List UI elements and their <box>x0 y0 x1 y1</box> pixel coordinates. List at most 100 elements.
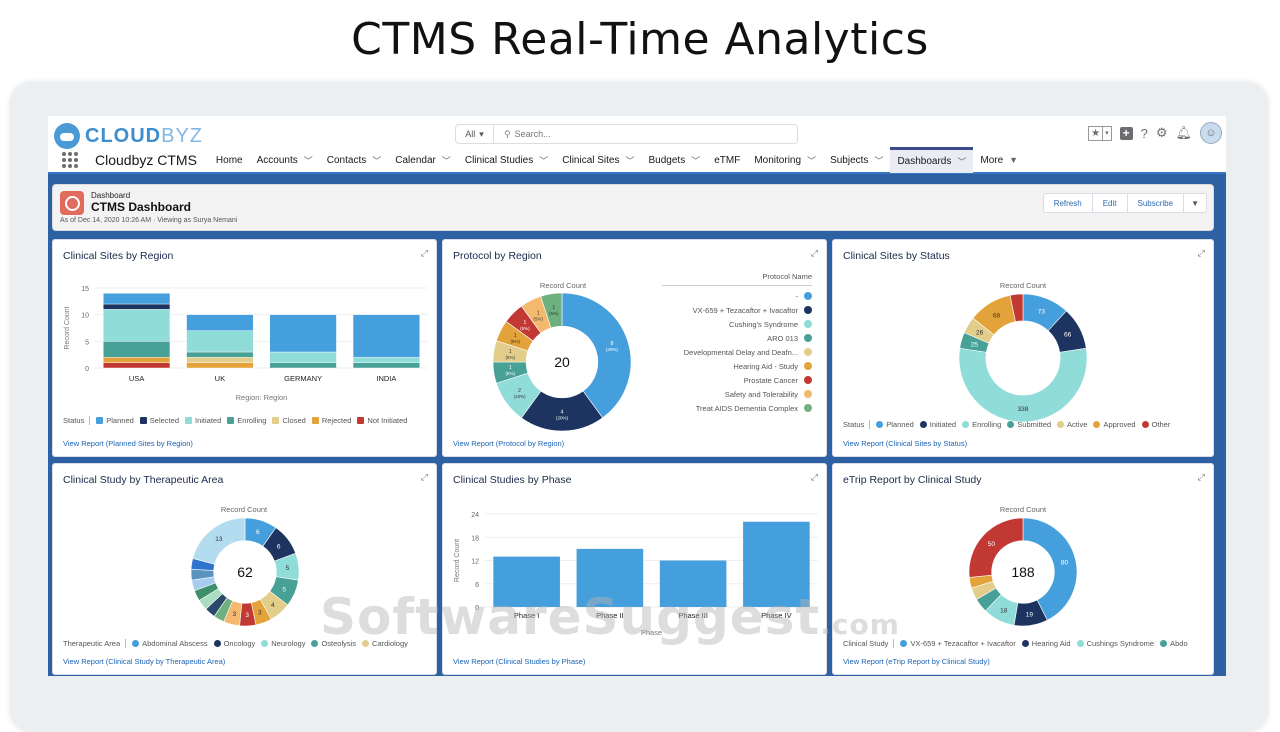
favorites-dropdown-icon[interactable]: ▾ <box>1102 126 1111 140</box>
legend-item[interactable]: VX-659 + Tezacaftor + Ivacaftor <box>900 639 1016 648</box>
nav-item-clinical-sites[interactable]: Clinical Sites ﹀ <box>555 147 641 173</box>
legend-item[interactable]: - <box>662 289 812 303</box>
expand-icon[interactable]: ⤢ <box>1197 472 1205 482</box>
bar[interactable] <box>743 521 810 607</box>
nav-item-etmf[interactable]: eTMF <box>707 147 747 173</box>
nav-item-more[interactable]: More ▼ <box>973 147 1025 173</box>
bar-segment[interactable] <box>269 362 337 369</box>
search-input[interactable] <box>514 129 795 139</box>
bar-segment[interactable] <box>103 357 171 363</box>
bar-segment[interactable] <box>269 351 337 363</box>
edit-button[interactable]: Edit <box>1093 194 1128 212</box>
bar[interactable] <box>493 556 560 607</box>
legend-item[interactable]: Treat AIDS Dementia Complex <box>662 401 812 415</box>
view-report-link[interactable]: View Report (Clinical Sites by Status) <box>843 439 968 448</box>
legend-item[interactable]: Selected <box>139 416 179 425</box>
legend-item[interactable]: Cushing's Syndrome <box>662 317 812 331</box>
legend-item[interactable]: VX-659 + Tezacaftor + Ivacaftor <box>662 303 812 317</box>
view-report-link[interactable]: View Report (Protocol by Region) <box>453 439 565 448</box>
donut-slice[interactable] <box>561 292 632 419</box>
legend-item[interactable]: Initiated <box>919 420 956 429</box>
legend-item[interactable]: Initiated <box>184 416 221 425</box>
expand-icon[interactable]: ⤢ <box>810 472 818 482</box>
chevron-down-icon[interactable]: ﹀ <box>441 155 451 166</box>
donut-slice[interactable] <box>968 517 1024 578</box>
legend-item[interactable]: Planned <box>876 420 914 429</box>
legend-item[interactable]: Oncology <box>213 639 255 648</box>
chevron-down-icon[interactable]: ﹀ <box>372 155 382 166</box>
bar-segment[interactable] <box>103 309 171 342</box>
donut-slice[interactable] <box>1022 517 1078 621</box>
legend-item[interactable]: Neurology <box>261 639 305 648</box>
legend-item[interactable]: Other <box>1141 420 1170 429</box>
view-report-link[interactable]: View Report (Planned Sites by Region) <box>63 439 193 448</box>
legend-item[interactable]: Enrolling <box>227 416 266 425</box>
bar-segment[interactable] <box>352 362 420 369</box>
legend-item[interactable]: Not Initiated <box>357 416 407 425</box>
subscribe-button[interactable]: Subscribe <box>1128 194 1185 212</box>
legend-item[interactable]: Developmental Delay and Deafn... <box>662 345 812 359</box>
help-icon[interactable]: ? <box>1140 125 1148 141</box>
bar-segment[interactable] <box>186 330 254 353</box>
bar-segment[interactable] <box>103 303 171 310</box>
bar-segment[interactable] <box>186 357 254 363</box>
legend-item[interactable]: Submitted <box>1007 420 1051 429</box>
bar-segment[interactable] <box>103 293 171 305</box>
legend-item[interactable]: Active <box>1057 420 1087 429</box>
legend-item[interactable]: Cushings Syndrome <box>1076 639 1154 648</box>
view-report-link[interactable]: View Report (Clinical Studies by Phase) <box>453 657 586 666</box>
bar-segment[interactable] <box>269 314 337 353</box>
app-launcher-icon[interactable] <box>62 152 78 168</box>
chevron-down-icon[interactable]: ﹀ <box>874 155 884 166</box>
more-actions-dropdown[interactable]: ▼ <box>1184 194 1206 212</box>
legend-item[interactable]: Prostate Cancer <box>662 373 812 387</box>
nav-item-dashboards[interactable]: Dashboards ﹀ <box>890 147 974 173</box>
legend-item[interactable]: Approved <box>1093 420 1136 429</box>
cloudbyz-logo[interactable]: CLOUDBYZ <box>54 123 203 149</box>
chevron-down-icon[interactable]: ﹀ <box>691 155 701 166</box>
bar-segment[interactable] <box>103 341 171 358</box>
nav-item-contacts[interactable]: Contacts ﹀ <box>320 147 388 173</box>
add-icon[interactable]: + <box>1119 126 1133 140</box>
user-avatar[interactable]: ☺ <box>1200 122 1222 144</box>
legend-item[interactable]: Osteolysis <box>311 639 356 648</box>
donut-slice[interactable] <box>1009 293 1024 323</box>
bar-segment[interactable] <box>186 362 254 369</box>
nav-item-clinical-studies[interactable]: Clinical Studies ﹀ <box>458 147 555 173</box>
donut-slice[interactable] <box>958 347 1088 423</box>
nav-item-budgets[interactable]: Budgets ﹀ <box>642 147 708 173</box>
nav-item-home[interactable]: Home <box>209 147 250 173</box>
nav-item-monitoring[interactable]: Monitoring ﹀ <box>747 147 823 173</box>
legend-item[interactable]: Hearing Aid <box>1021 639 1071 648</box>
bar[interactable] <box>659 560 727 608</box>
nav-item-calendar[interactable]: Calendar ﹀ <box>388 147 458 173</box>
legend-item[interactable]: Abdo <box>1160 639 1188 648</box>
expand-icon[interactable]: ⤢ <box>420 248 428 258</box>
legend-item[interactable]: Rejected <box>311 416 351 425</box>
chevron-down-icon[interactable]: ﹀ <box>807 155 817 166</box>
nav-item-accounts[interactable]: Accounts ﹀ <box>250 147 320 173</box>
legend-item[interactable]: Enrolling <box>962 420 1001 429</box>
chevron-down-icon[interactable]: ﹀ <box>303 155 313 166</box>
search-scope-dropdown[interactable]: All ▾ <box>456 125 494 143</box>
chevron-down-icon[interactable]: ﹀ <box>539 155 549 166</box>
donut-slice[interactable] <box>192 517 246 565</box>
bar-segment[interactable] <box>103 362 171 369</box>
bar-segment[interactable] <box>352 357 420 363</box>
refresh-button[interactable]: Refresh <box>1044 194 1093 212</box>
chevron-down-icon[interactable]: ﹀ <box>957 157 967 167</box>
settings-gear-icon[interactable]: ⚙ <box>1155 125 1168 140</box>
favorites-button[interactable]: ★ ▾ <box>1088 125 1112 141</box>
view-report-link[interactable]: View Report (eTrip Report by Clinical St… <box>843 657 990 666</box>
expand-icon[interactable]: ⤢ <box>810 248 818 258</box>
chevron-down-icon[interactable]: ﹀ <box>625 155 635 166</box>
legend-item[interactable]: Closed <box>272 416 306 425</box>
notification-bell-icon[interactable]: 🔔︎ <box>1175 125 1192 140</box>
legend-item[interactable]: Hearing Aid - Study <box>662 359 812 373</box>
legend-item[interactable]: ARO 013 <box>662 331 812 345</box>
donut-slice[interactable] <box>540 292 563 329</box>
legend-item[interactable]: Cardiology <box>362 639 408 648</box>
nav-item-subjects[interactable]: Subjects ﹀ <box>823 147 890 173</box>
legend-item[interactable]: Safety and Tolerability <box>662 387 812 401</box>
expand-icon[interactable]: ⤢ <box>420 472 428 482</box>
